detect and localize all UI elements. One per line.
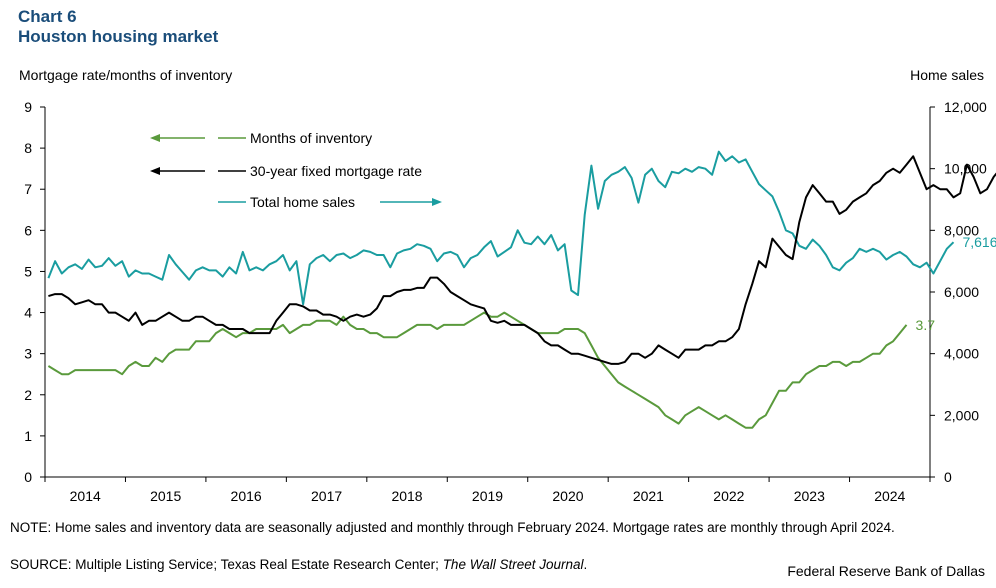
left-axis-title: Mortgage rate/months of inventory [19, 67, 233, 83]
chart-plot: 012345678902,0004,0006,0008,00010,00012,… [24, 99, 996, 504]
legend-item: 30-year fixed mortgage rate [150, 163, 422, 179]
legend-item: Months of inventory [150, 130, 372, 146]
x-tick-label: 2022 [713, 488, 744, 504]
left-tick-label: 0 [24, 469, 32, 485]
x-tick-label: 2020 [552, 488, 583, 504]
left-tick-label: 4 [24, 305, 32, 321]
inventory-end-label: 3.7 [916, 317, 936, 333]
source-italic: The Wall Street Journal [442, 557, 584, 572]
series-line-30-year-fixed-mortgage-rate [48, 155, 996, 365]
right-tick-label: 2,000 [944, 407, 979, 423]
x-tick-label: 2021 [633, 488, 664, 504]
left-tick-label: 7 [24, 181, 32, 197]
right-tick-label: 8,000 [944, 222, 979, 238]
series-group [47, 150, 996, 429]
right-tick-label: 0 [944, 469, 952, 485]
x-tick-label: 2015 [150, 488, 181, 504]
series-line-months-of-inventory [47, 311, 908, 429]
x-tick-label: 2017 [311, 488, 342, 504]
left-tick-label: 8 [24, 140, 32, 156]
arrow-left-icon [150, 167, 160, 175]
arrow-right-icon [432, 198, 442, 206]
legend-label: 30-year fixed mortgage rate [250, 163, 422, 179]
left-tick-label: 2 [24, 387, 32, 403]
x-tick-label: 2016 [231, 488, 262, 504]
left-tick-label: 9 [24, 99, 32, 115]
x-tick-label: 2014 [70, 488, 101, 504]
left-tick-label: 6 [24, 222, 32, 238]
axes-group: 012345678902,0004,0006,0008,00010,00012,… [24, 99, 987, 504]
right-tick-label: 12,000 [944, 99, 987, 115]
note-block: NOTE: Home sales and inventory data are … [10, 520, 980, 536]
legend-label: Months of inventory [250, 130, 372, 146]
right-tick-label: 6,000 [944, 284, 979, 300]
source-suffix: . [583, 557, 588, 572]
legend-label: Total home sales [250, 194, 355, 210]
source-prefix: SOURCE: Multiple Listing Service; Texas … [10, 557, 443, 572]
arrow-left-icon [150, 134, 160, 142]
sales-end-label: 7,616 [962, 234, 996, 250]
series-line-total-home-sales [47, 150, 955, 306]
legend: Months of inventory 30-year fixed mortgag… [150, 130, 442, 210]
x-tick-label: 2019 [472, 488, 503, 504]
right-axis-title: Home sales [910, 67, 984, 83]
left-tick-label: 3 [24, 346, 32, 362]
x-tick-label: 2018 [391, 488, 422, 504]
chart-number: Chart 6 [18, 7, 77, 26]
left-tick-label: 1 [24, 428, 32, 444]
credit-text: Federal Reserve Bank of Dallas [787, 563, 985, 579]
x-tick-label: 2024 [874, 488, 905, 504]
note-text: NOTE: Home sales and inventory data are … [10, 520, 895, 535]
legend-item: Total home sales [218, 194, 442, 210]
source-line: SOURCE: Multiple Listing Service; Texas … [10, 557, 587, 572]
left-tick-label: 5 [24, 263, 32, 279]
x-tick-label: 2023 [794, 488, 825, 504]
right-tick-label: 4,000 [944, 346, 979, 362]
chart-title: Houston housing market [18, 27, 219, 46]
